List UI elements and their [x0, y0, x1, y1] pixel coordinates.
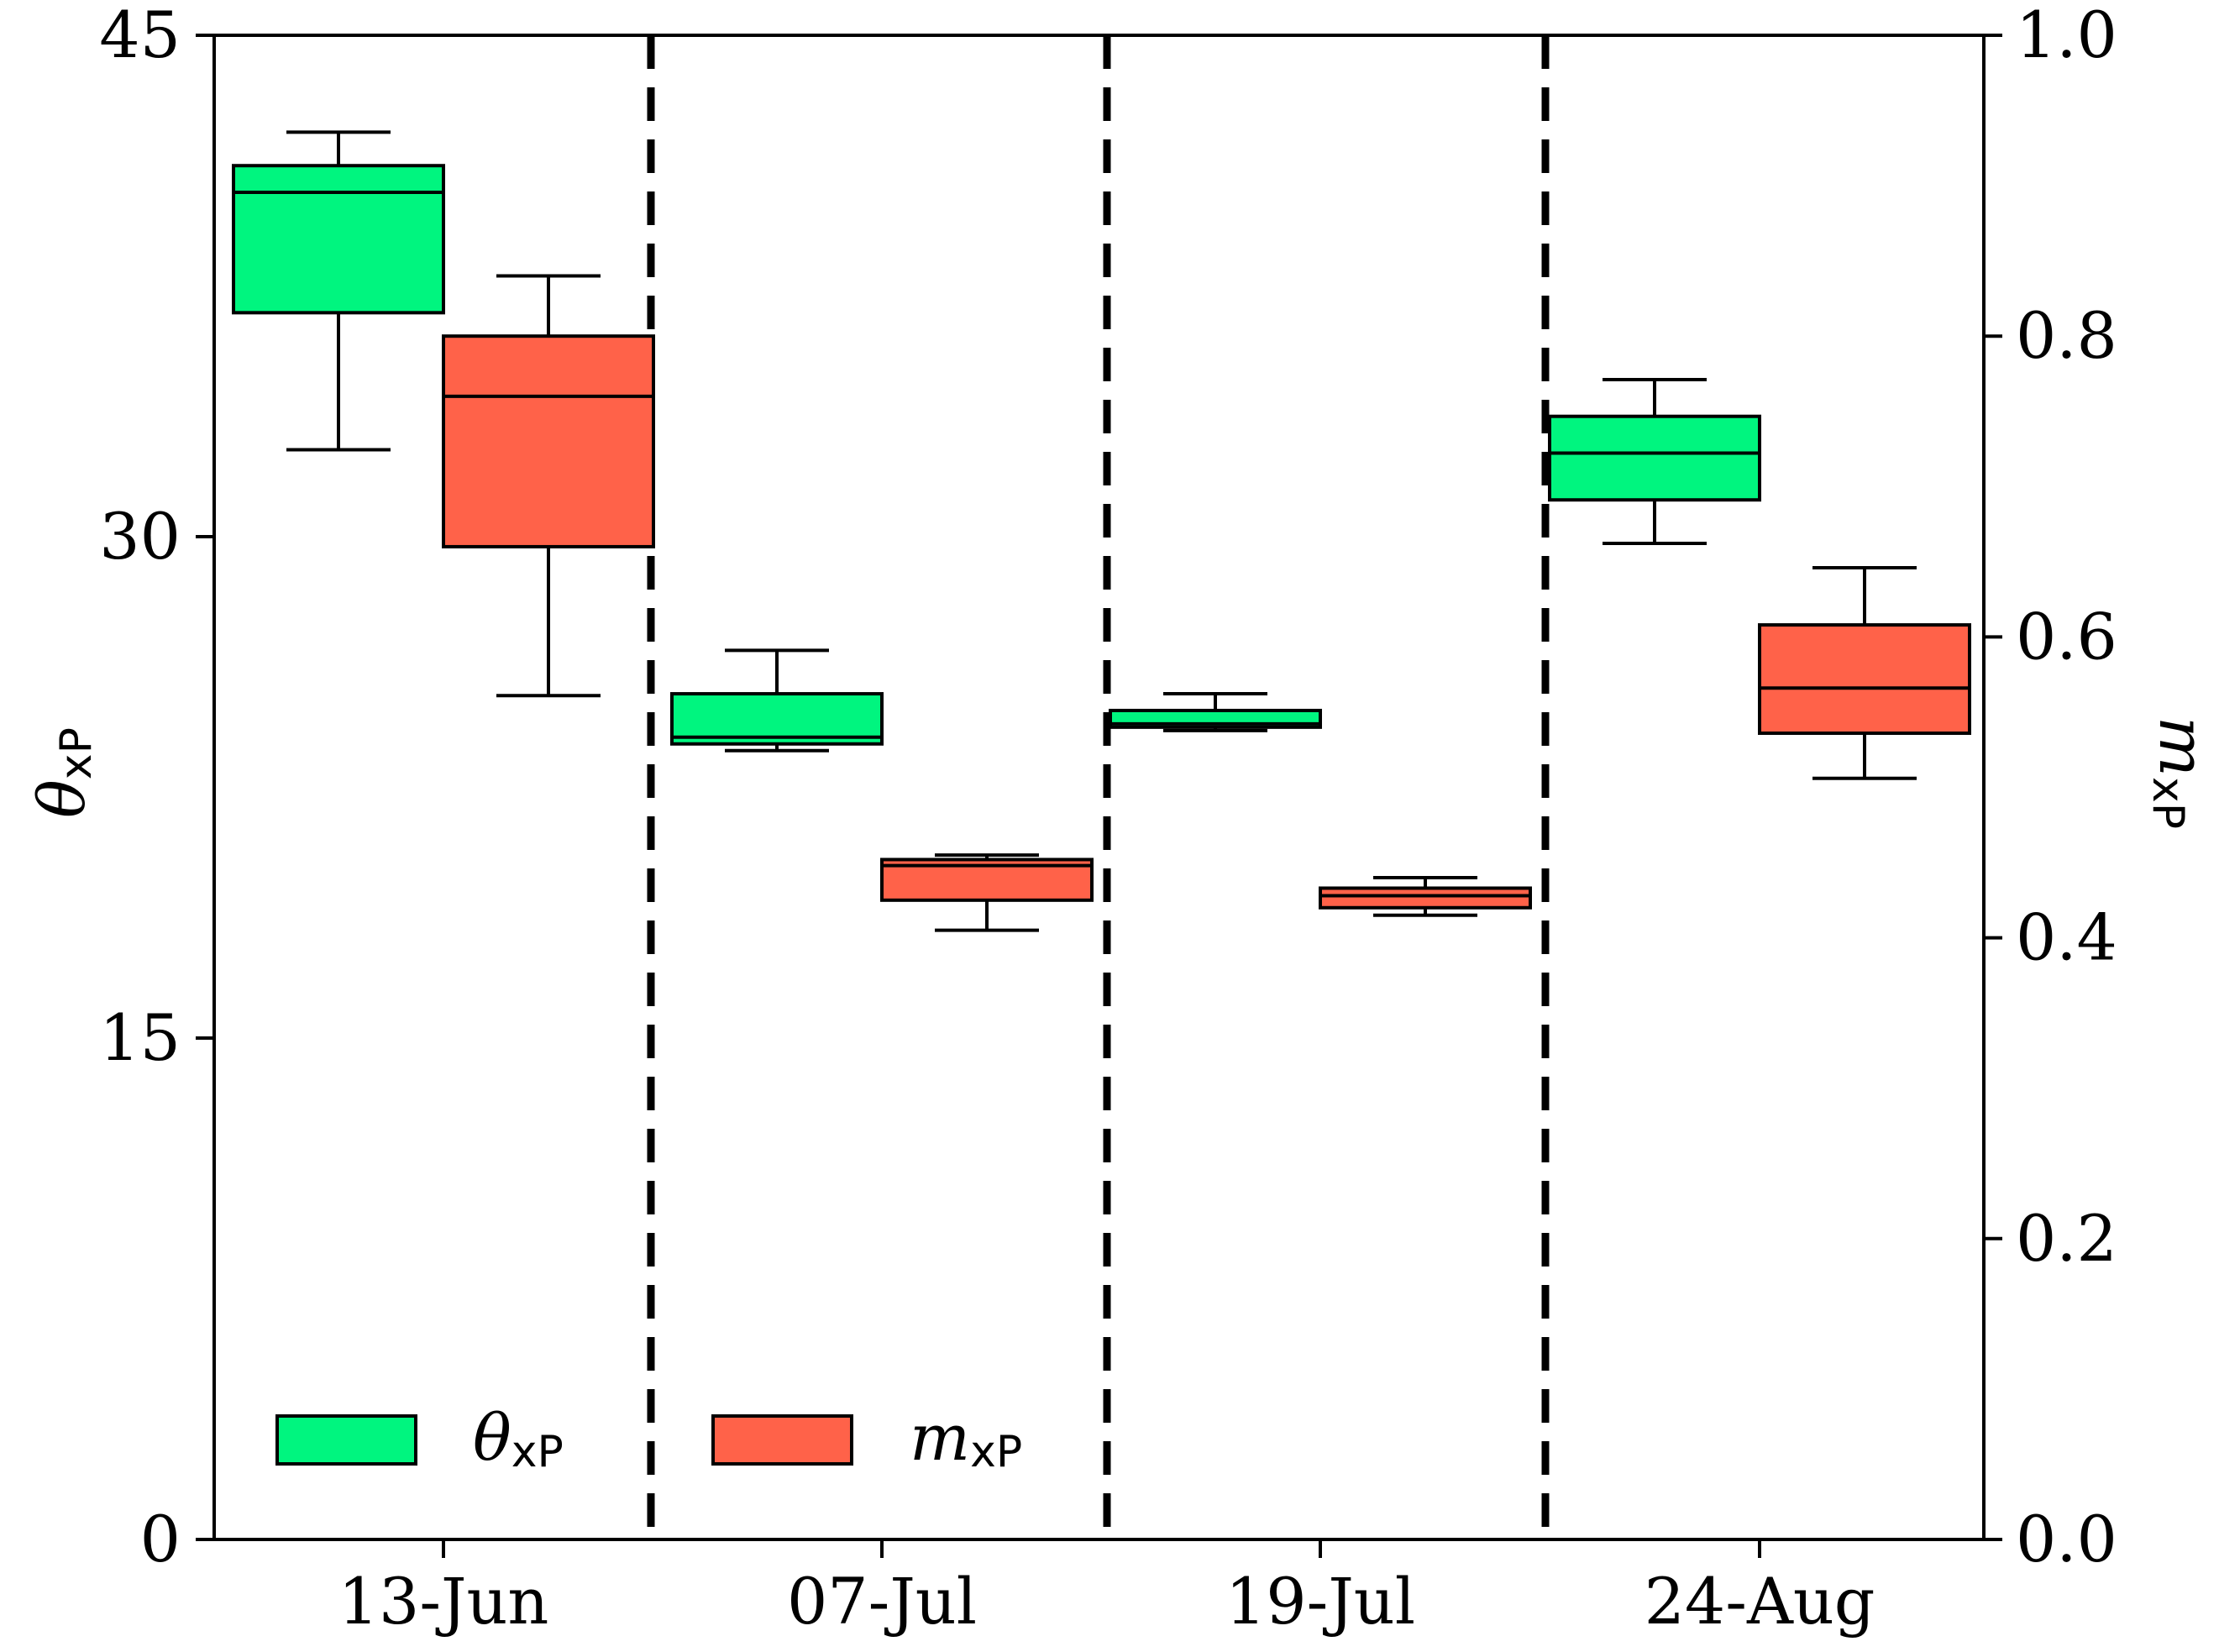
- box-theta-13-jun-box: [232, 164, 445, 315]
- legend-label-m: mxP: [910, 1400, 1022, 1477]
- right-axis-label-symbol: m: [2145, 716, 2219, 777]
- legend-swatch-m: [711, 1414, 853, 1466]
- x-tick-label: 24-Aug: [1645, 1564, 1875, 1639]
- legend: θxP mxP: [275, 1400, 1022, 1477]
- left-axis-label: θxP: [24, 727, 102, 818]
- legend-label-theta: θxP: [473, 1400, 564, 1477]
- plot-area: 0 15 30 45 0.0 0.2 0.4 0.6 0.8 1.0 13-Jun 07-Jul 19-…: [99, 0, 2117, 1639]
- right-axis-label-subscript: xP: [2143, 777, 2193, 829]
- legend-swatch-theta: [275, 1414, 417, 1466]
- left-tick-label: 45: [99, 0, 181, 72]
- box-m-24-aug-box: [1758, 623, 1971, 736]
- left-tick-label: 0: [140, 1502, 181, 1576]
- right-axis-label: mxP: [2143, 716, 2219, 829]
- left-axis-label-subscript: xP: [51, 727, 102, 779]
- svg-text:θxP: θxP: [24, 727, 102, 818]
- x-tick-label: 19-Jul: [1225, 1564, 1415, 1639]
- right-tick-label: 0.6: [2016, 599, 2117, 674]
- right-tick-label: 0.2: [2016, 1201, 2117, 1276]
- x-tick-label: 07-Jul: [787, 1564, 977, 1639]
- box-m-13-jun-box: [442, 334, 655, 548]
- box-m-19-jul-box: [1319, 886, 1532, 910]
- x-tick-label: 13-Jun: [338, 1564, 549, 1639]
- left-axis-label-symbol: θ: [24, 779, 99, 818]
- left-tick-label: 15: [99, 1000, 181, 1075]
- right-tick-label: 0.4: [2016, 900, 2117, 975]
- left-tick-label: 30: [99, 499, 181, 574]
- plot-frame: [212, 34, 1986, 1541]
- svg-text:mxP: mxP: [2143, 716, 2219, 829]
- box-theta-24-aug-box: [1548, 414, 1761, 502]
- right-tick-label: 1.0: [2016, 0, 2117, 72]
- right-tick-label: 0.0: [2016, 1502, 2117, 1576]
- right-tick-label: 0.8: [2016, 298, 2117, 373]
